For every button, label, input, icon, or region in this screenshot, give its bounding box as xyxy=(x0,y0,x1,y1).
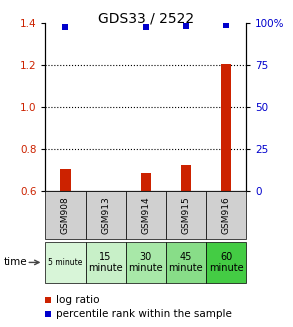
Bar xyxy=(86,191,126,239)
Text: 60
minute: 60 minute xyxy=(209,251,243,273)
Text: GSM908: GSM908 xyxy=(61,196,70,234)
Bar xyxy=(45,191,86,239)
Bar xyxy=(141,173,151,191)
Bar xyxy=(86,242,126,283)
Text: GSM914: GSM914 xyxy=(141,196,150,234)
Bar xyxy=(126,242,166,283)
Text: 5 minute: 5 minute xyxy=(48,258,83,267)
Text: 45
minute: 45 minute xyxy=(168,251,203,273)
Text: GSM916: GSM916 xyxy=(222,196,231,234)
Text: GSM915: GSM915 xyxy=(181,196,190,234)
Bar xyxy=(166,191,206,239)
Text: GDS33 / 2522: GDS33 / 2522 xyxy=(98,11,195,26)
Bar xyxy=(206,242,246,283)
Text: 30
minute: 30 minute xyxy=(128,251,163,273)
Text: GSM913: GSM913 xyxy=(101,196,110,234)
Text: percentile rank within the sample: percentile rank within the sample xyxy=(56,309,231,319)
Bar xyxy=(166,242,206,283)
Text: 15
minute: 15 minute xyxy=(88,251,123,273)
Bar xyxy=(45,242,86,283)
Text: log ratio: log ratio xyxy=(56,295,99,305)
Bar xyxy=(181,165,191,191)
Bar xyxy=(126,191,166,239)
Bar xyxy=(206,191,246,239)
Bar xyxy=(221,64,231,191)
Text: time: time xyxy=(4,257,27,267)
Bar xyxy=(60,169,71,191)
